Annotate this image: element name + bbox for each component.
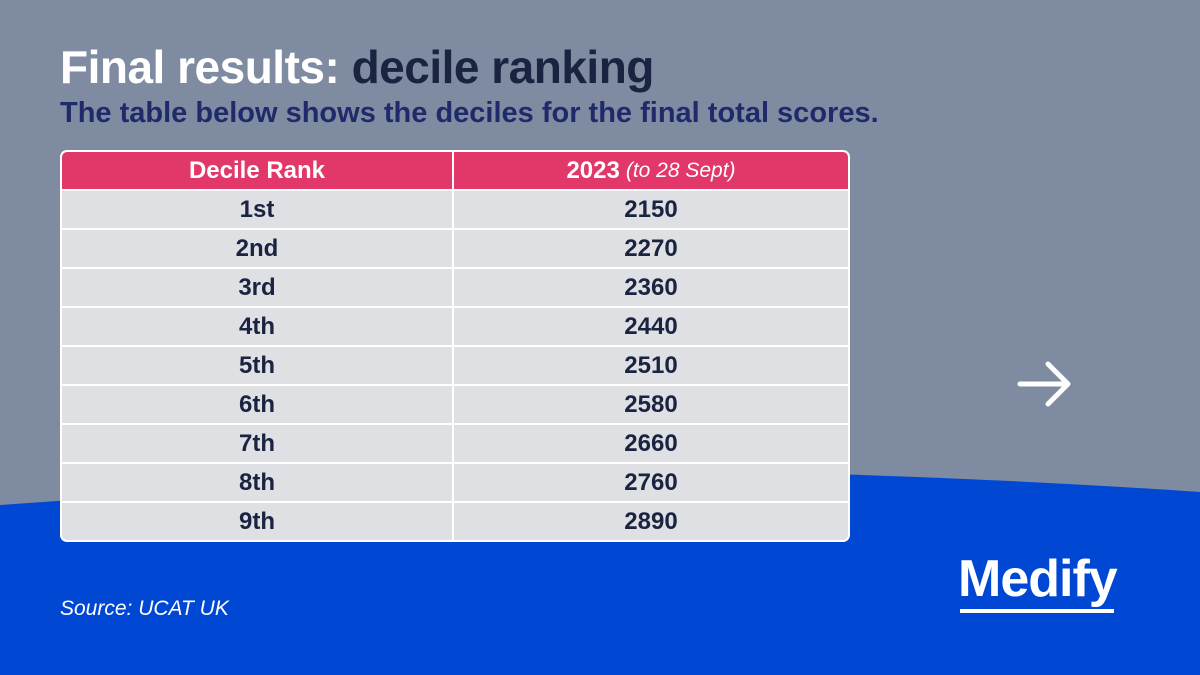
header-decile-rank: Decile Rank: [62, 152, 452, 189]
title-part-2: decile ranking: [351, 41, 655, 93]
score-cell: 2510: [454, 347, 848, 384]
rank-cell: 2nd: [62, 230, 452, 267]
score-cell: 2760: [454, 464, 848, 501]
logo-underline: [960, 609, 1114, 613]
rank-cell: 5th: [62, 347, 452, 384]
arrow-right-icon[interactable]: [1016, 358, 1076, 410]
rank-cell: 3rd: [62, 269, 452, 306]
score-cell: 2890: [454, 503, 848, 540]
table-row: 2nd 2270: [62, 230, 848, 267]
source-note: Source: UCAT UK: [60, 597, 229, 620]
table-row: 6th 2580: [62, 386, 848, 423]
score-cell: 2660: [454, 425, 848, 462]
title-part-1: Final results:: [60, 41, 340, 93]
score-cell: 2150: [454, 191, 848, 228]
table-row: 5th 2510: [62, 347, 848, 384]
header-year: 2023 (to 28 Sept): [454, 152, 848, 189]
header-year-note: (to 28 Sept): [625, 158, 736, 182]
table-row: 1st 2150: [62, 191, 848, 228]
rank-cell: 8th: [62, 464, 452, 501]
table-row: 7th 2660: [62, 425, 848, 462]
table-header-row: Decile Rank 2023 (to 28 Sept): [62, 152, 848, 189]
score-cell: 2440: [454, 308, 848, 345]
rank-cell: 1st: [62, 191, 452, 228]
table-row: 3rd 2360: [62, 269, 848, 306]
score-cell: 2270: [454, 230, 848, 267]
page-title: Final results: decile ranking: [60, 40, 654, 94]
rank-cell: 4th: [62, 308, 452, 345]
table-row: 8th 2760: [62, 464, 848, 501]
table-row: 9th 2890: [62, 503, 848, 540]
table-row: 4th 2440: [62, 308, 848, 345]
rank-cell: 7th: [62, 425, 452, 462]
header-year-label: 2023: [566, 156, 620, 184]
rank-cell: 9th: [62, 503, 452, 540]
decile-table: Decile Rank 2023 (to 28 Sept) 1st 2150 2…: [60, 150, 850, 542]
medify-logo: Medify: [958, 550, 1118, 608]
rank-cell: 6th: [62, 386, 452, 423]
score-cell: 2580: [454, 386, 848, 423]
page-subtitle: The table below shows the deciles for th…: [60, 97, 879, 129]
score-cell: 2360: [454, 269, 848, 306]
